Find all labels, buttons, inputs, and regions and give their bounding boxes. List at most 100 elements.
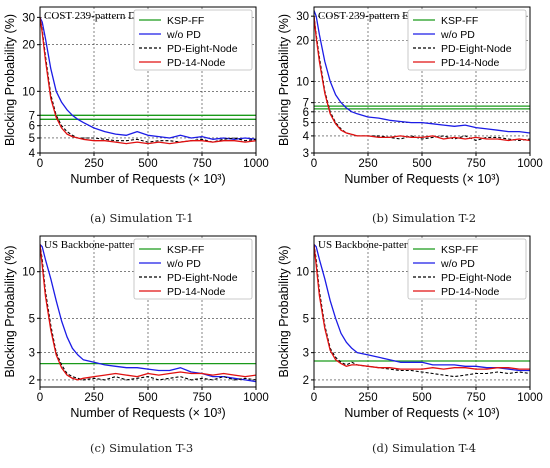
panel-title: COST 239-pattern D <box>44 10 136 22</box>
x-axis-label: Number of Requests (× 10³) <box>70 406 225 420</box>
legend-label: PD-Eight-Node <box>441 43 512 55</box>
x-axis-label: Number of Requests (× 10³) <box>344 406 499 420</box>
series-line-pd-eight-node <box>40 244 256 381</box>
series-line-w-o-pd <box>314 10 530 134</box>
x-tick-label: 750 <box>192 158 211 170</box>
y-tick-label: 2 <box>303 375 309 387</box>
y-axis-label: Blocking Probability (%) <box>277 14 291 146</box>
panel-title: COST 239-pattern E <box>318 10 409 22</box>
series-line-w-o-pd <box>314 243 530 372</box>
legend-label: w/o PD <box>440 258 475 270</box>
y-axis-label: Blocking Probability (%) <box>277 246 291 378</box>
y-tick-label: 5 <box>303 118 309 130</box>
x-tick-label: 500 <box>412 158 431 170</box>
legend-label: PD-14-Node <box>167 57 226 69</box>
y-tick-label: 7 <box>29 110 35 122</box>
legend-box <box>407 238 527 300</box>
y-tick-label: 5 <box>29 313 35 325</box>
x-tick-label: 1000 <box>243 392 269 404</box>
legend-label: KSP-FF <box>167 244 204 256</box>
x-tick-label: 750 <box>466 158 485 170</box>
series-line-pd-eight-node <box>314 16 530 142</box>
x-tick-label: 1000 <box>517 158 543 170</box>
legend: KSP-FF w/o PD PD-Eight-Node PD-14-Node <box>133 9 253 71</box>
panel-title: US Backbone-pattern G <box>318 239 424 251</box>
legend-label: KSP-FF <box>441 15 478 27</box>
legend-box <box>407 9 527 71</box>
x-tick-label: 250 <box>358 392 377 404</box>
y-tick-label: 4 <box>29 148 36 160</box>
legend-label: w/o PD <box>166 258 201 270</box>
x-tick-label: 0 <box>311 158 317 170</box>
legend: KSP-FF w/o PD PD-Eight-Node PD-14-Node <box>407 9 527 71</box>
x-tick-label: 250 <box>358 158 377 170</box>
panel-title: US Backbone-pattern F <box>44 239 148 251</box>
x-tick-label: 0 <box>37 392 43 404</box>
chart-panel-0: 0 250 500 750 1000 4 567 10 20 30 Number of Reques… <box>3 6 269 186</box>
y-axis-label: Blocking Probability (%) <box>3 246 17 378</box>
y-tick-label: 3 <box>303 348 309 360</box>
y-tick-label: 30 <box>296 11 309 23</box>
y-tick-label: 10 <box>22 86 35 98</box>
series-line-w-o-pd <box>40 243 256 383</box>
caption-a: (a) Simulation T-1 <box>90 211 194 225</box>
x-tick-label: 750 <box>466 392 485 404</box>
chart-panel-3: 0 250 500 750 1000 2 3 5 10 Number of Requests (×… <box>277 235 543 420</box>
y-tick-label: 4 <box>303 131 310 143</box>
x-tick-label: 750 <box>192 392 211 404</box>
legend-label: PD-14-Node <box>167 286 226 298</box>
legend-label: PD-14-Node <box>441 286 500 298</box>
series-line-pd-eight-node <box>314 244 530 378</box>
series-line-pd-14-node <box>40 244 256 381</box>
y-tick-label: 6 <box>303 107 309 119</box>
legend-label: KSP-FF <box>167 15 204 27</box>
y-tick-label: 5 <box>303 313 309 325</box>
y-tick-label: 6 <box>29 121 35 133</box>
y-tick-label: 2 <box>29 375 35 387</box>
series-line-pd-14-node <box>314 244 530 370</box>
series-group <box>40 243 256 383</box>
legend: KSP-FF w/o PD PD-Eight-Node PD-14-Node <box>133 238 253 300</box>
x-tick-label: 500 <box>412 392 431 404</box>
chart-panel-2: 0 250 500 750 1000 2 3 5 10 Number of Requests (×… <box>3 235 269 420</box>
legend-label: PD-Eight-Node <box>167 272 238 284</box>
series-group <box>314 243 530 378</box>
legend-label: PD-Eight-Node <box>441 272 512 284</box>
y-tick-label: 10 <box>296 76 309 88</box>
series-line-pd-14-node <box>314 16 530 142</box>
y-tick-label: 5 <box>29 133 35 145</box>
y-tick-label: 30 <box>22 12 35 24</box>
caption-b: (b) Simulation T-2 <box>372 211 477 225</box>
y-tick-label: 7 <box>303 98 309 110</box>
y-tick-label: 10 <box>296 267 309 279</box>
y-tick-label: 3 <box>29 348 35 360</box>
x-tick-label: 500 <box>138 392 157 404</box>
x-tick-label: 500 <box>138 158 157 170</box>
legend-label: PD-14-Node <box>441 57 500 69</box>
series-group <box>40 17 256 145</box>
x-tick-label: 1000 <box>517 392 543 404</box>
x-axis-label: Number of Requests (× 10³) <box>70 172 225 186</box>
legend-label: KSP-FF <box>441 244 478 256</box>
legend-label: w/o PD <box>440 29 475 41</box>
x-tick-label: 250 <box>84 158 103 170</box>
x-tick-label: 250 <box>84 392 103 404</box>
series-group <box>314 10 530 142</box>
y-axis-label: Blocking Probability (%) <box>3 14 17 146</box>
legend-box <box>133 238 253 300</box>
caption-c: (c) Simulation T-3 <box>90 441 194 455</box>
x-axis-label: Number of Requests (× 10³) <box>344 172 499 186</box>
x-tick-label: 1000 <box>243 158 269 170</box>
series-line-w-o-pd <box>40 17 256 140</box>
y-tick-label: 20 <box>296 35 309 47</box>
legend-box <box>133 9 253 71</box>
legend-label: PD-Eight-Node <box>167 43 238 55</box>
caption-d: (d) Simulation T-4 <box>372 441 477 455</box>
legend: KSP-FF w/o PD PD-Eight-Node PD-14-Node <box>407 238 527 300</box>
y-tick-label: 20 <box>22 40 35 52</box>
x-tick-label: 0 <box>311 392 317 404</box>
series-line-pd-14-node <box>40 17 256 145</box>
y-tick-label: 10 <box>22 267 35 279</box>
